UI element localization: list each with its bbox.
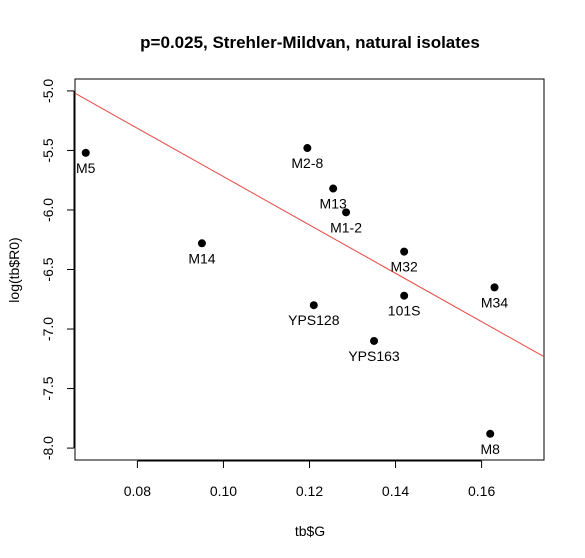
data-points: M5 M2-8 M13 M1-2 M14 M32 M34 101S YPS128 YPS163 M8 xyxy=(76,144,508,457)
y-tick-label: -5.5 xyxy=(40,138,56,162)
y-axis: -5.0 -5.5 -6.0 -6.5 -7.0 -7.5 -8.0 xyxy=(40,79,75,460)
x-tick-label: 0.16 xyxy=(468,483,495,499)
point-label: M13 xyxy=(320,196,347,212)
y-tick-label: -5.0 xyxy=(40,79,56,103)
data-point xyxy=(303,144,312,153)
point-label: 101S xyxy=(388,303,421,319)
data-point xyxy=(329,184,338,193)
data-point xyxy=(309,301,318,310)
y-tick-label: -7.0 xyxy=(40,317,56,341)
point-label: M1-2 xyxy=(330,219,362,235)
data-point xyxy=(197,239,206,248)
x-tick-label: 0.14 xyxy=(382,483,409,499)
point-label: M14 xyxy=(188,250,215,266)
y-tick-label: -7.5 xyxy=(40,376,56,400)
data-point xyxy=(81,148,90,157)
fit-line xyxy=(74,92,545,358)
plot-frame xyxy=(74,78,545,461)
chart-title: p=0.025, Strehler-Mildvan, natural isola… xyxy=(140,33,480,52)
data-point xyxy=(400,247,409,256)
point-label: M2-8 xyxy=(291,155,323,171)
point-label: M5 xyxy=(76,160,96,176)
y-axis-title: log(tb$R0) xyxy=(6,237,22,302)
x-tick-label: 0.10 xyxy=(210,483,237,499)
point-label: M34 xyxy=(481,294,508,310)
data-point xyxy=(486,429,495,438)
y-tick-label: -6.0 xyxy=(40,198,56,222)
x-axis: 0.08 0.10 0.12 0.14 0.16 xyxy=(124,460,495,499)
data-point xyxy=(490,283,499,292)
x-tick-label: 0.08 xyxy=(124,483,151,499)
y-tick-label: -6.5 xyxy=(40,257,56,281)
point-label: M32 xyxy=(391,259,418,275)
x-tick-label: 0.12 xyxy=(296,483,323,499)
point-label: M8 xyxy=(480,441,500,457)
x-axis-title: tb$G xyxy=(295,523,325,539)
data-point xyxy=(370,336,379,345)
data-point xyxy=(342,208,351,217)
data-point xyxy=(400,291,409,300)
point-label: YPS128 xyxy=(288,312,340,328)
y-tick-label: -8.0 xyxy=(40,436,56,460)
point-label: YPS163 xyxy=(348,348,400,364)
